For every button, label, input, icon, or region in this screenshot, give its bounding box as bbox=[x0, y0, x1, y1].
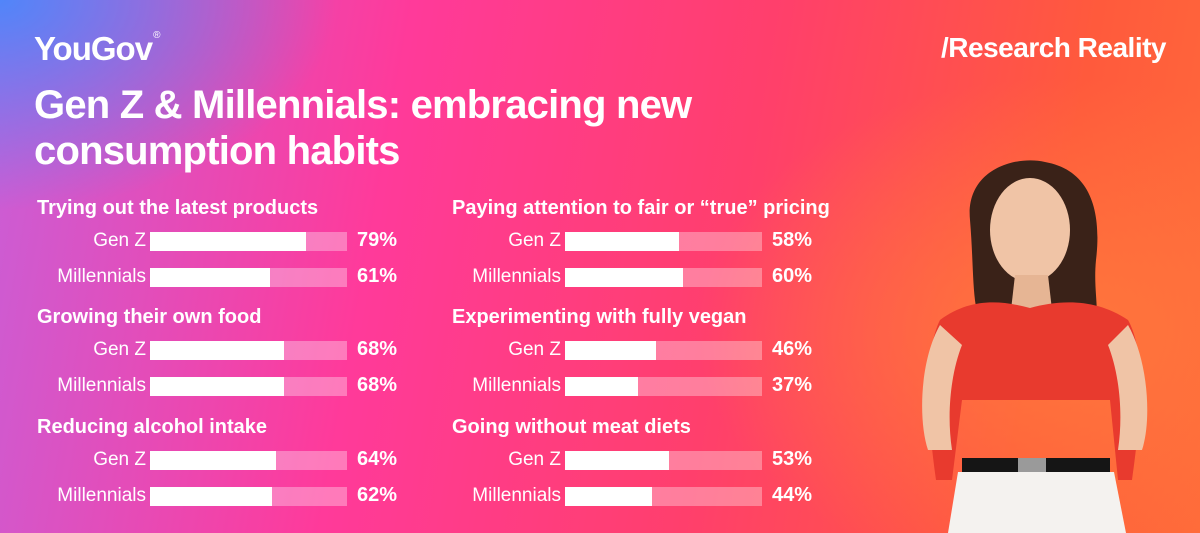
woman-photo bbox=[922, 160, 1148, 533]
value-label: 37% bbox=[772, 374, 813, 396]
value-label: 61% bbox=[357, 265, 398, 287]
row-label: Millennials bbox=[57, 266, 146, 287]
bar-fill bbox=[565, 487, 652, 506]
row-label: Gen Z bbox=[93, 339, 146, 360]
bar-group-2: Reducing alcohol intake Gen Z 64% Millenn… bbox=[37, 415, 457, 515]
bar-row-millennials: Millennials 60% bbox=[452, 260, 872, 296]
bar-track bbox=[150, 341, 347, 360]
bar-group-3: Paying attention to fair or “true” prici… bbox=[452, 196, 872, 296]
group-title: Reducing alcohol intake bbox=[37, 416, 268, 438]
bar-fill bbox=[565, 451, 670, 470]
bar-group-4: Experimenting with fully vegan Gen Z 46% … bbox=[452, 305, 872, 405]
value-label: 44% bbox=[772, 484, 813, 506]
row-label: Gen Z bbox=[508, 449, 561, 470]
value-label: 64% bbox=[357, 448, 398, 470]
tagline: /Research Reality bbox=[941, 32, 1166, 63]
bar-row-gen-z: Gen Z 64% bbox=[37, 443, 457, 479]
bar-fill bbox=[565, 268, 684, 287]
bar-track bbox=[565, 232, 762, 251]
value-label: 58% bbox=[772, 229, 813, 251]
neck bbox=[1011, 275, 1052, 310]
bar-row-millennials: Millennials 44% bbox=[452, 479, 872, 515]
bar-track bbox=[565, 377, 762, 396]
value-label: 68% bbox=[357, 338, 398, 360]
value-label: 68% bbox=[357, 374, 398, 396]
group-title: Paying attention to fair or “true” prici… bbox=[452, 197, 830, 219]
white-pants bbox=[948, 472, 1126, 533]
left-arm bbox=[922, 325, 962, 450]
row-label: Gen Z bbox=[93, 230, 146, 251]
row-label: Millennials bbox=[472, 485, 561, 506]
row-label: Gen Z bbox=[93, 449, 146, 470]
bar-track bbox=[565, 268, 762, 287]
group-title: Experimenting with fully vegan bbox=[452, 306, 747, 328]
bar-track bbox=[150, 451, 347, 470]
row-label: Millennials bbox=[57, 375, 146, 396]
bar-fill bbox=[565, 232, 680, 251]
bar-track bbox=[565, 487, 762, 506]
bar-row-millennials: Millennials 61% bbox=[37, 260, 457, 296]
value-label: 60% bbox=[772, 265, 813, 287]
bar-fill bbox=[565, 341, 656, 360]
bar-row-gen-z: Gen Z 79% bbox=[37, 224, 457, 260]
chart-title: Gen Z & Millennials: embracing new consu… bbox=[34, 83, 692, 173]
bar-row-millennials: Millennials 62% bbox=[37, 479, 457, 515]
group-title: Growing their own food bbox=[37, 306, 262, 328]
face bbox=[990, 178, 1070, 282]
group-title: Trying out the latest products bbox=[37, 197, 319, 219]
red-shirt bbox=[928, 302, 1141, 480]
bar-row-gen-z: Gen Z 58% bbox=[452, 224, 872, 260]
value-label: 79% bbox=[357, 229, 398, 251]
bar-track bbox=[150, 377, 347, 396]
bar-group-0: Trying out the latest products Gen Z 79% … bbox=[37, 196, 457, 296]
bar-fill bbox=[150, 377, 284, 396]
bar-track bbox=[565, 341, 762, 360]
logo-text: YouGov bbox=[34, 30, 153, 67]
value-label: 53% bbox=[772, 448, 813, 470]
bar-track bbox=[565, 451, 762, 470]
registered-mark: ® bbox=[153, 30, 160, 41]
bar-track bbox=[150, 268, 347, 287]
bar-track bbox=[150, 232, 347, 251]
value-label: 46% bbox=[772, 338, 813, 360]
row-label: Millennials bbox=[472, 375, 561, 396]
yougov-logo: YouGov® bbox=[34, 30, 161, 68]
bar-fill bbox=[150, 268, 271, 287]
bar-group-5: Going without meat diets Gen Z 53% Millen… bbox=[452, 415, 872, 515]
row-label: Gen Z bbox=[508, 339, 561, 360]
belt-buckle bbox=[1018, 458, 1046, 472]
bar-track bbox=[150, 487, 347, 506]
bar-group-1: Growing their own food Gen Z 68% Millenni… bbox=[37, 305, 457, 405]
value-label: 62% bbox=[357, 484, 398, 506]
row-label: Millennials bbox=[57, 485, 146, 506]
bar-fill bbox=[150, 232, 306, 251]
bar-fill bbox=[150, 451, 277, 470]
group-title: Going without meat diets bbox=[452, 416, 691, 438]
bar-fill bbox=[565, 377, 638, 396]
bar-row-millennials: Millennials 68% bbox=[37, 369, 457, 405]
bar-fill bbox=[150, 341, 284, 360]
row-label: Millennials bbox=[472, 266, 561, 287]
bar-row-gen-z: Gen Z 53% bbox=[452, 443, 872, 479]
bar-row-gen-z: Gen Z 46% bbox=[452, 333, 872, 369]
right-arm bbox=[1108, 325, 1148, 450]
row-label: Gen Z bbox=[508, 230, 561, 251]
bar-row-gen-z: Gen Z 68% bbox=[37, 333, 457, 369]
bar-row-millennials: Millennials 37% bbox=[452, 369, 872, 405]
bar-fill bbox=[150, 487, 273, 506]
